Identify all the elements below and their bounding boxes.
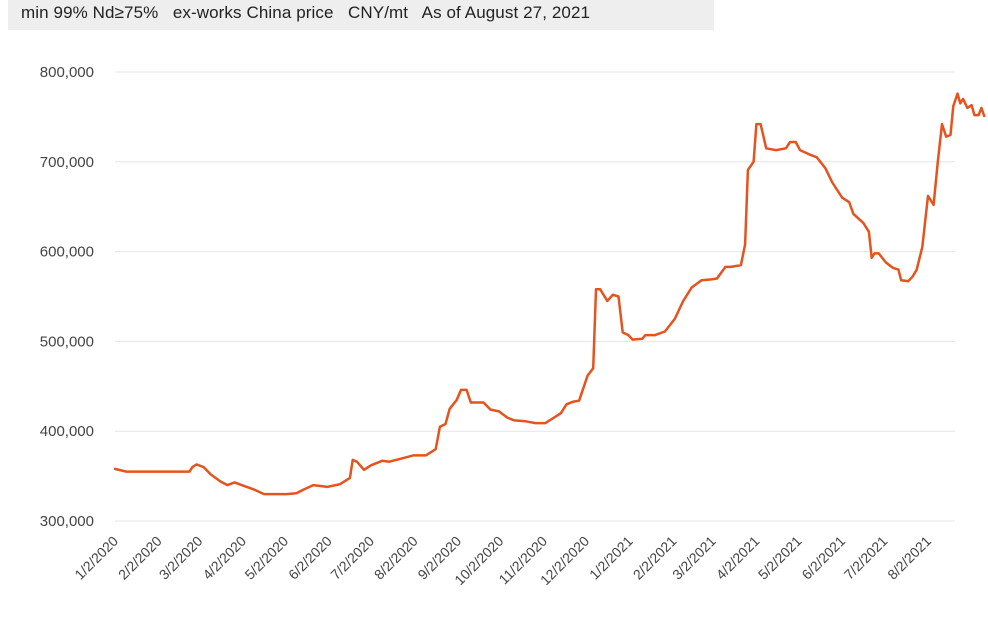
x-tick-label: 3/2/2020 (156, 533, 206, 583)
y-tick-label: 300,000 (40, 513, 94, 530)
y-tick-label: 400,000 (40, 423, 94, 440)
x-tick-label: 8/2/2020 (371, 533, 421, 583)
x-tick-label: 6/2/2020 (285, 533, 335, 583)
x-tick-label: 4/2/2021 (713, 533, 763, 583)
x-axis-tick-labels: 1/2/20202/2/20203/2/20204/2/20205/2/2020… (71, 533, 934, 589)
x-tick-label: 6/2/2021 (798, 533, 848, 583)
caption-bar: min 99% Nd≥75% ex-works China price CNY/… (8, 0, 714, 30)
x-tick-label: 2/2/2020 (115, 533, 165, 583)
x-tick-label: 1/2/2021 (586, 533, 636, 583)
x-tick-label: 4/2/2020 (199, 533, 249, 583)
y-tick-label: 700,000 (40, 154, 94, 171)
y-tick-label: 600,000 (40, 244, 94, 261)
gridlines (115, 71, 955, 522)
series-line (113, 92, 986, 496)
x-tick-label: 7/2/2021 (841, 533, 891, 583)
y-axis-tick-labels: 300,000 400,000 500,000 600,000 700,000 800,0… (40, 64, 94, 530)
series-group (113, 92, 986, 496)
chart-caption: min 99% Nd≥75% ex-works China price CNY/… (21, 3, 591, 22)
x-tick-label: 3/2/2021 (669, 533, 719, 583)
y-tick-label: 800,000 (40, 64, 94, 81)
x-tick-label: 7/2/2020 (327, 533, 377, 583)
x-tick-label: 5/2/2020 (241, 533, 291, 583)
x-tick-label: 5/2/2021 (755, 533, 805, 583)
y-tick-label: 500,000 (40, 333, 94, 350)
x-tick-label: 8/2/2021 (884, 533, 934, 583)
x-tick-label: 1/2/2020 (71, 533, 121, 583)
